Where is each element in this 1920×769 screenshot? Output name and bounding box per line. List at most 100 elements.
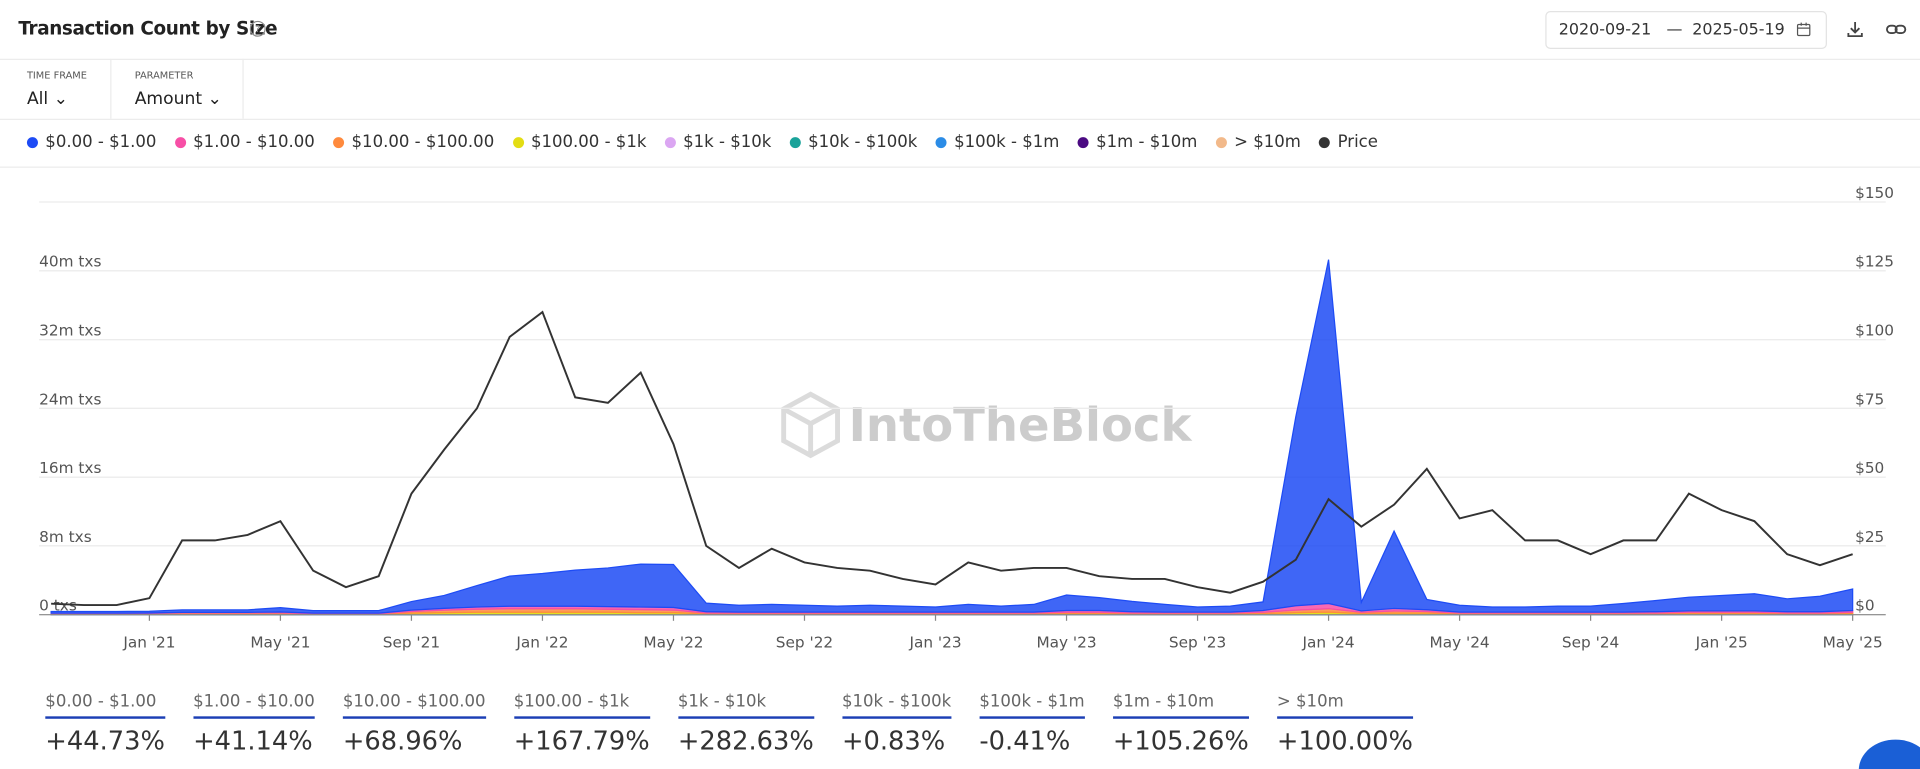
chart: IntoTheBlock $0 $25 $50 $75 $100 $125 $150 0 tx… bbox=[39, 184, 1894, 651]
filter-value[interactable]: Amount ⌄ bbox=[134, 89, 222, 109]
divider bbox=[0, 166, 1920, 168]
stat-item: $1.00 - $10.00 +41.14% bbox=[193, 692, 324, 756]
date-separator: — bbox=[1666, 20, 1683, 40]
x-tick-label: Jan '23 bbox=[908, 633, 961, 651]
y-tick-label: 40m txs bbox=[39, 253, 101, 271]
legend-item[interactable]: $1k - $10k bbox=[664, 132, 772, 152]
stat-label: $1.00 - $10.00 bbox=[193, 692, 315, 719]
y-tick-label: 16m txs bbox=[39, 459, 101, 477]
y2-tick-label: $50 bbox=[1855, 459, 1884, 477]
chat-button[interactable] bbox=[1858, 739, 1920, 769]
divider bbox=[110, 58, 112, 119]
stat-value: +167.79% bbox=[513, 726, 650, 756]
stat-label: $10k - $100k bbox=[841, 692, 952, 719]
legend-label: $10k - $100k bbox=[808, 132, 918, 152]
stat-label: $10.00 - $100.00 bbox=[342, 692, 486, 719]
y-tick-label: 24m txs bbox=[39, 390, 101, 408]
title: Transaction Count by Size bbox=[18, 17, 278, 40]
legend-label: $100.00 - $1k bbox=[530, 132, 647, 152]
x-tick-label: Jan '21 bbox=[122, 633, 175, 651]
download-icon[interactable] bbox=[1845, 20, 1865, 40]
divider bbox=[0, 58, 1920, 61]
legend-item[interactable]: Price bbox=[1319, 132, 1378, 152]
legend-label: Price bbox=[1337, 132, 1378, 152]
legend-marker bbox=[1077, 136, 1089, 148]
y2-tick-label: $125 bbox=[1855, 253, 1894, 271]
legend-label: $10.00 - $100.00 bbox=[351, 132, 495, 152]
legend-item[interactable]: $1m - $10m bbox=[1077, 132, 1198, 152]
filter-value[interactable]: All ⌄ bbox=[26, 89, 69, 109]
x-tick-label: May '23 bbox=[1036, 633, 1096, 651]
stat-label: $0.00 - $1.00 bbox=[45, 692, 165, 719]
legend-item[interactable]: $1.00 - $10.00 bbox=[174, 132, 315, 152]
filter-text: Amount bbox=[134, 89, 203, 109]
stat-item: $10.00 - $100.00 +68.96% bbox=[342, 692, 495, 756]
watermark-logo bbox=[781, 391, 841, 459]
stat-item: $1m - $10m +105.26% bbox=[1112, 692, 1259, 756]
stat-label: $1m - $10m bbox=[1112, 692, 1249, 719]
legend-marker bbox=[174, 136, 186, 148]
legend-marker bbox=[512, 136, 524, 148]
stat-value: +0.83% bbox=[841, 726, 946, 756]
y-tick-label: 8m txs bbox=[39, 528, 92, 546]
y2-tick-label: $25 bbox=[1855, 528, 1884, 546]
stat-value: +105.26% bbox=[1112, 726, 1249, 756]
date-range[interactable]: 2020-09-21 — 2025-05-19 bbox=[1545, 11, 1827, 49]
stat-item: > $10m +100.00% bbox=[1276, 692, 1423, 756]
legend-item[interactable]: > $10m bbox=[1215, 132, 1301, 152]
x-tick-label: Sep '21 bbox=[383, 633, 440, 651]
date-to: 2025-05-19 bbox=[1692, 20, 1785, 40]
stat-item: $0.00 - $1.00 +44.73% bbox=[45, 692, 174, 756]
grid bbox=[39, 201, 1886, 616]
filter-text: All bbox=[26, 89, 49, 109]
legend-item[interactable]: $10.00 - $100.00 bbox=[333, 132, 494, 152]
x-tick-label: Jan '25 bbox=[1695, 633, 1748, 651]
legend-label: $0.00 - $1.00 bbox=[45, 132, 157, 152]
stat-value: +100.00% bbox=[1276, 726, 1413, 756]
x-tick-label: May '25 bbox=[1823, 633, 1883, 651]
stat-value: +41.14% bbox=[193, 726, 313, 756]
stats: $0.00 - $1.00 +44.73% $1.00 - $10.00 +41.14… bbox=[45, 692, 1422, 756]
price-line bbox=[51, 310, 1853, 607]
stat-item: $10k - $100k +0.83% bbox=[841, 692, 961, 756]
legend-marker bbox=[333, 136, 345, 148]
filter-label: TIME FRAME bbox=[26, 69, 87, 81]
stat-label: $100.00 - $1k bbox=[513, 692, 650, 719]
y2-tick-label: $75 bbox=[1855, 390, 1884, 408]
legend-marker bbox=[1319, 136, 1331, 148]
y2-tick-label: $150 bbox=[1855, 184, 1894, 202]
watermark: IntoTheBlock bbox=[849, 398, 1193, 452]
legend-label: $1.00 - $10.00 bbox=[193, 132, 315, 152]
legend-item[interactable]: $10k - $100k bbox=[789, 132, 918, 152]
legend-item[interactable]: $0.00 - $1.00 bbox=[26, 132, 157, 152]
stat-item: $100k - $1m -0.41% bbox=[979, 692, 1094, 756]
divider bbox=[242, 58, 244, 119]
legend-label: $1m - $10m bbox=[1096, 132, 1198, 152]
stat-label: > $10m bbox=[1276, 692, 1413, 719]
x-tick-label: Jan '22 bbox=[515, 633, 568, 651]
help-icon[interactable]: ? bbox=[249, 20, 266, 37]
legend-marker bbox=[664, 136, 676, 148]
x-tick-label: May '22 bbox=[643, 633, 703, 651]
stat-value: +282.63% bbox=[677, 726, 814, 756]
legend-label: > $10m bbox=[1234, 132, 1301, 152]
stat-label: $1k - $10k bbox=[677, 692, 814, 719]
area-series bbox=[50, 259, 1854, 614]
legend-label: $100k - $1m bbox=[954, 132, 1060, 152]
legend-label: $1k - $10k bbox=[683, 132, 772, 152]
y-tick-label: 0 txs bbox=[39, 597, 77, 615]
stat-item: $100.00 - $1k +167.79% bbox=[513, 692, 660, 756]
x-tick-label: May '24 bbox=[1430, 633, 1490, 651]
date-from: 2020-09-21 bbox=[1558, 20, 1652, 40]
stat-value: -0.41% bbox=[979, 726, 1071, 756]
stat-value: +44.73% bbox=[45, 726, 165, 756]
legend-marker bbox=[1215, 136, 1227, 148]
legend-item[interactable]: $100.00 - $1k bbox=[512, 132, 647, 152]
link-icon[interactable] bbox=[1886, 20, 1908, 40]
legend-marker bbox=[789, 136, 801, 148]
stat-value: +68.96% bbox=[342, 726, 463, 756]
stat-label: $100k - $1m bbox=[979, 692, 1085, 719]
legend-item[interactable]: $100k - $1m bbox=[935, 132, 1060, 152]
calendar-icon bbox=[1796, 22, 1811, 37]
